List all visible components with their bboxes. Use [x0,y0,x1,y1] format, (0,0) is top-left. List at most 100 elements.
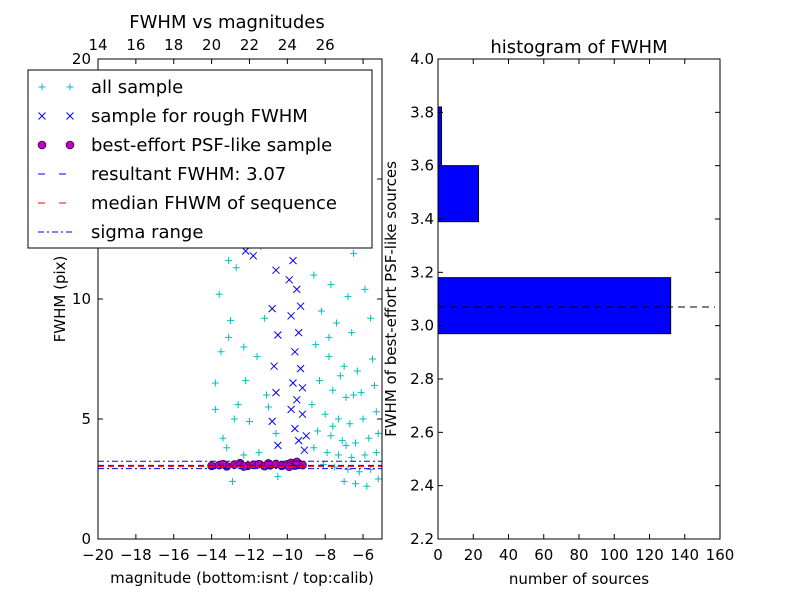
scatter-point-rough-sample [298,410,307,419]
scatter-point-all-sample [319,461,327,469]
scatter-point-all-sample [325,353,333,361]
scatter-y-label: FWHM (pix) [51,256,69,343]
scatter-y-tick-label: 5 [81,410,91,428]
scatter-point-all-sample [374,475,382,483]
scatter-point-all-sample [344,293,352,301]
scatter-point-all-sample [308,401,316,409]
histogram-x-tick-label: 120 [635,546,664,564]
legend-label: sigma range [91,222,203,243]
scatter-point-rough-sample [289,256,297,265]
scatter-point-rough-sample [292,285,301,294]
legend-marker-circle [65,140,75,150]
scatter-y-axis: 0 5 10 20 [72,50,382,548]
scatter-point-all-sample [232,264,240,272]
scatter-plot-area [98,79,382,490]
scatter-point-all-sample [312,341,320,349]
scatter-point-all-sample [340,362,348,370]
scatter-point-all-sample [361,451,369,459]
scatter-point-all-sample [367,314,375,322]
legend-marker-x [66,112,74,120]
scatter-point-psf-sample [292,457,302,467]
scatter-point-rough-sample [285,275,294,284]
scatter-point-all-sample [242,377,250,385]
scatter-point-all-sample [353,367,361,375]
scatter-point-all-sample [367,465,375,473]
scatter-point-all-sample [363,482,371,490]
scatter-point-rough-sample [287,405,295,414]
scatter-point-all-sample [355,468,363,476]
histogram-y-tick-label: 3.6 [410,157,434,175]
scatter-legend: all sample sample for rough FWHM best-effo… [27,69,373,249]
scatter-point-rough-sample [249,251,258,260]
scatter-x-tick-label: −6 [352,546,374,564]
scatter-x-axis: −20 −18 −16 −14 −12 −10 −8 −6 [82,59,374,564]
scatter-point-all-sample [215,290,223,298]
scatter-point-rough-sample [294,436,303,445]
histogram-y-label: FWHM of best-effort PSF-like sources [382,161,400,437]
scatter-top-tick-label: 18 [164,36,183,54]
scatter-point-all-sample [348,453,356,461]
scatter-point-all-sample [348,329,356,337]
scatter-point-rough-sample [272,266,280,275]
scatter-point-all-sample [325,333,333,341]
legend-box [27,69,373,249]
scatter-x-tick-label: −14 [196,546,228,564]
histogram-x-tick-label: 140 [670,546,699,564]
scatter-point-all-sample [274,473,282,481]
scatter-panel: FWHM vs magnitudes 14 16 18 20 22 24 26 −20 −18… [27,12,383,587]
scatter-point-all-sample [225,333,233,341]
scatter-point-all-sample [344,465,352,473]
scatter-point-rough-sample [241,247,250,255]
scatter-point-rough-sample [300,446,309,455]
scatter-point-all-sample [351,480,359,488]
scatter-point-all-sample [219,434,227,442]
histogram-bar [437,277,672,335]
scatter-point-rough-sample [294,328,303,337]
scatter-point-all-sample [365,434,373,442]
scatter-point-all-sample [333,319,341,327]
scatter-point-all-sample [340,477,348,485]
legend-marker-x [38,112,46,120]
scatter-y-tick-label: 10 [72,290,91,308]
scatter-x-tick-label: −10 [272,546,304,564]
histogram-y-tick-label: 2.8 [410,370,434,388]
scatter-title: FWHM vs magnitudes [129,12,324,33]
legend-entry: resultant FWHM: 3.07 [38,164,286,185]
scatter-point-all-sample [323,449,331,457]
histogram-panel: histogram of FWHM 0 20 40 60 80 100 120 140 160 … [382,37,734,588]
histogram-plot-area [437,106,715,335]
scatter-point-all-sample [357,389,365,397]
scatter-point-rough-sample [296,302,305,311]
scatter-point-all-sample [359,415,367,423]
legend-marker-circle [37,140,47,150]
scatter-point-all-sample [211,405,219,413]
scatter-point-all-sample [316,377,324,385]
scatter-point-all-sample [225,257,233,265]
scatter-point-all-sample [317,307,325,315]
histogram-y-tick-label: 2.2 [410,530,434,548]
legend-marker-plus [38,83,46,91]
scatter-top-tick-label: 14 [88,36,107,54]
scatter-y-tick-label: 20 [72,50,91,68]
scatter-x-tick-label: −20 [82,546,114,564]
scatter-point-all-sample [253,353,261,361]
scatter-point-all-sample [227,317,235,325]
scatter-point-all-sample [334,451,342,459]
scatter-point-all-sample [329,386,337,394]
scatter-x-tick-label: −12 [234,546,266,564]
scatter-point-all-sample [310,444,318,452]
scatter-point-all-sample [369,355,377,363]
scatter-x-label: magnitude (bottom:isnt / top:calib) [110,569,374,587]
scatter-top-tick-label: 26 [316,36,335,54]
scatter-point-all-sample [255,449,263,457]
histogram-y-tick-label: 3.8 [410,103,434,121]
scatter-point-all-sample [342,441,350,449]
scatter-y-tick-label: 0 [81,530,91,548]
histogram-x-tick-label: 40 [499,546,518,564]
legend-entry: sigma range [38,222,203,243]
scatter-point-rough-sample [298,383,307,392]
histogram-x-label: number of sources [509,570,649,588]
scatter-point-all-sample [263,391,271,399]
scatter-point-all-sample [361,285,369,293]
histogram-y-axis: 2.2 2.4 2.6 2.8 3.0 3.2 3.4 3.6 3.8 4.0 [410,50,720,548]
